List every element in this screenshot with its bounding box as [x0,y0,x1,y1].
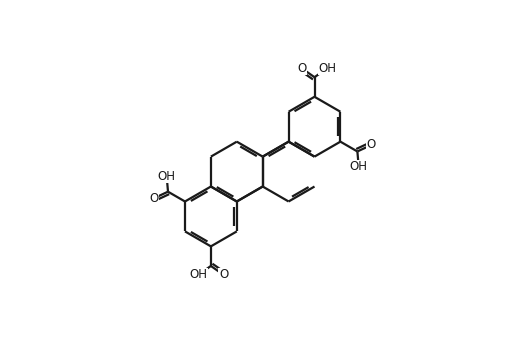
Text: OH: OH [318,62,336,75]
Text: O: O [149,192,159,205]
Text: O: O [367,139,376,151]
Text: OH: OH [158,170,176,183]
Text: OH: OH [350,160,368,173]
Text: O: O [297,62,306,75]
Text: OH: OH [189,268,207,281]
Text: O: O [219,268,228,281]
